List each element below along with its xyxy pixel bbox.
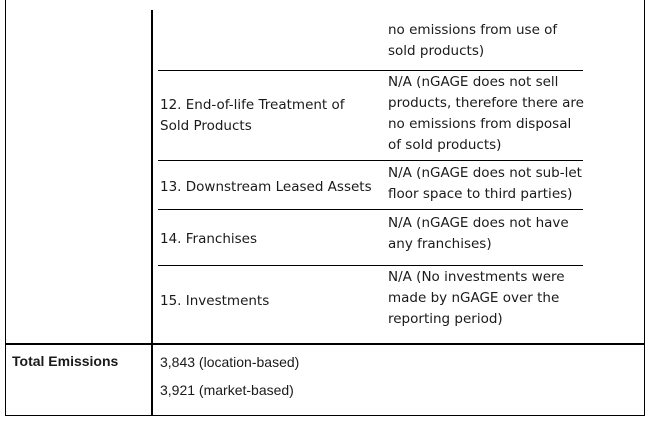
row-category: 13. Downstream Leased Assets	[160, 179, 372, 195]
row-note: N/A (nGAGE does not sell products, there…	[388, 74, 584, 153]
row-separator	[158, 160, 583, 161]
total-emissions-label: Total Emissions	[12, 353, 119, 369]
row-separator	[158, 209, 583, 210]
row-note: N/A (nGAGE does not sub-let floor space …	[388, 165, 582, 202]
total-market-based: 3,921 (market-based)	[160, 382, 294, 398]
row-note: N/A (No investments were made by nGAGE o…	[388, 269, 565, 327]
row-note: N/A (nGAGE does not have any franchises)	[388, 215, 569, 252]
row-note: no emissions from use of sold products)	[388, 22, 558, 59]
section-separator	[5, 343, 645, 345]
table-left-border	[5, 0, 6, 416]
row-category: 14. Franchises	[160, 231, 258, 247]
column-divider	[151, 10, 153, 416]
total-location-based: 3,843 (location-based)	[160, 354, 300, 370]
row-separator	[158, 265, 583, 266]
table-right-border	[644, 0, 645, 416]
table-bottom-border	[5, 415, 645, 416]
row-separator	[158, 70, 583, 71]
row-category: 15. Investments	[160, 293, 270, 309]
row-category: 12. End-of-life Treatment of Sold Produc…	[160, 97, 345, 134]
